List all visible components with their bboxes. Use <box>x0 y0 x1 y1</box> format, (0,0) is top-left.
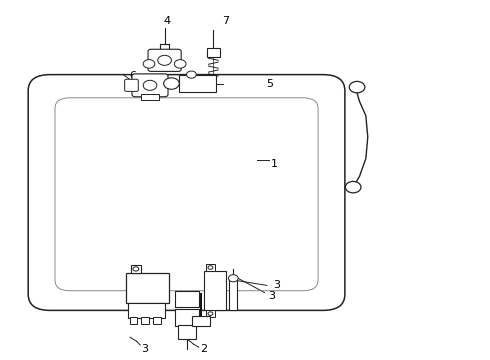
Bar <box>153 317 161 324</box>
Bar <box>206 310 215 317</box>
Bar <box>128 303 165 318</box>
Circle shape <box>345 181 361 193</box>
Text: 7: 7 <box>222 16 229 26</box>
Circle shape <box>143 60 155 68</box>
Text: 3: 3 <box>142 343 148 354</box>
Text: 6: 6 <box>129 71 136 81</box>
Bar <box>141 317 149 324</box>
Text: 5: 5 <box>266 78 273 89</box>
Text: 3: 3 <box>269 291 275 301</box>
Bar <box>141 94 159 100</box>
Circle shape <box>228 275 238 282</box>
FancyBboxPatch shape <box>132 74 168 97</box>
Circle shape <box>133 267 139 271</box>
Circle shape <box>158 55 172 65</box>
Bar <box>193 316 210 327</box>
Text: 3: 3 <box>273 280 280 291</box>
FancyBboxPatch shape <box>148 49 181 71</box>
Bar <box>129 317 137 324</box>
Bar <box>175 309 199 327</box>
Text: 4: 4 <box>164 16 171 26</box>
Bar <box>125 273 170 303</box>
Circle shape <box>174 60 186 68</box>
Bar <box>229 278 237 310</box>
Bar <box>203 271 225 310</box>
Circle shape <box>208 266 213 269</box>
FancyBboxPatch shape <box>124 79 138 91</box>
Text: 2: 2 <box>200 343 207 354</box>
Bar <box>175 291 199 307</box>
Circle shape <box>349 81 365 93</box>
Bar <box>179 75 216 93</box>
Bar <box>206 264 215 271</box>
Circle shape <box>208 312 213 315</box>
Bar <box>178 325 196 339</box>
Bar <box>130 265 141 273</box>
Text: 1: 1 <box>271 159 278 169</box>
Circle shape <box>187 71 196 78</box>
Circle shape <box>164 78 179 89</box>
Bar <box>207 48 220 57</box>
FancyBboxPatch shape <box>28 75 345 310</box>
Circle shape <box>143 80 157 90</box>
